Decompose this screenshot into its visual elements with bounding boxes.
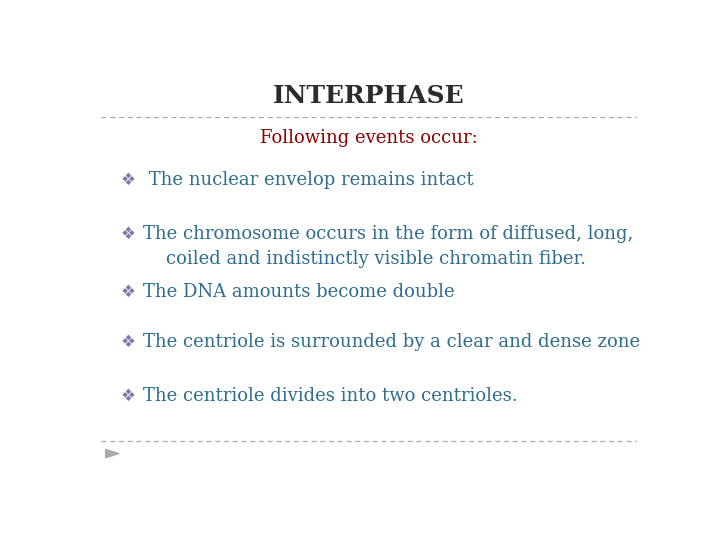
Text: The centriole divides into two centrioles.: The centriole divides into two centriole… bbox=[143, 387, 518, 405]
Text: The DNA amounts become double: The DNA amounts become double bbox=[143, 283, 454, 301]
Text: ❖: ❖ bbox=[121, 171, 135, 189]
Text: The chromosome occurs in the form of diffused, long,
    coiled and indistinctly: The chromosome occurs in the form of dif… bbox=[143, 225, 634, 268]
Text: The nuclear envelop remains intact: The nuclear envelop remains intact bbox=[143, 171, 474, 189]
Text: The centriole is surrounded by a clear and dense zone: The centriole is surrounded by a clear a… bbox=[143, 333, 640, 351]
Text: ❖: ❖ bbox=[121, 333, 135, 351]
Text: ❖: ❖ bbox=[121, 387, 135, 405]
Polygon shape bbox=[106, 449, 119, 458]
Text: INTERPHASE: INTERPHASE bbox=[273, 84, 465, 107]
Text: ❖: ❖ bbox=[121, 225, 135, 243]
Text: ❖: ❖ bbox=[121, 283, 135, 301]
Text: Following events occur:: Following events occur: bbox=[260, 129, 478, 147]
